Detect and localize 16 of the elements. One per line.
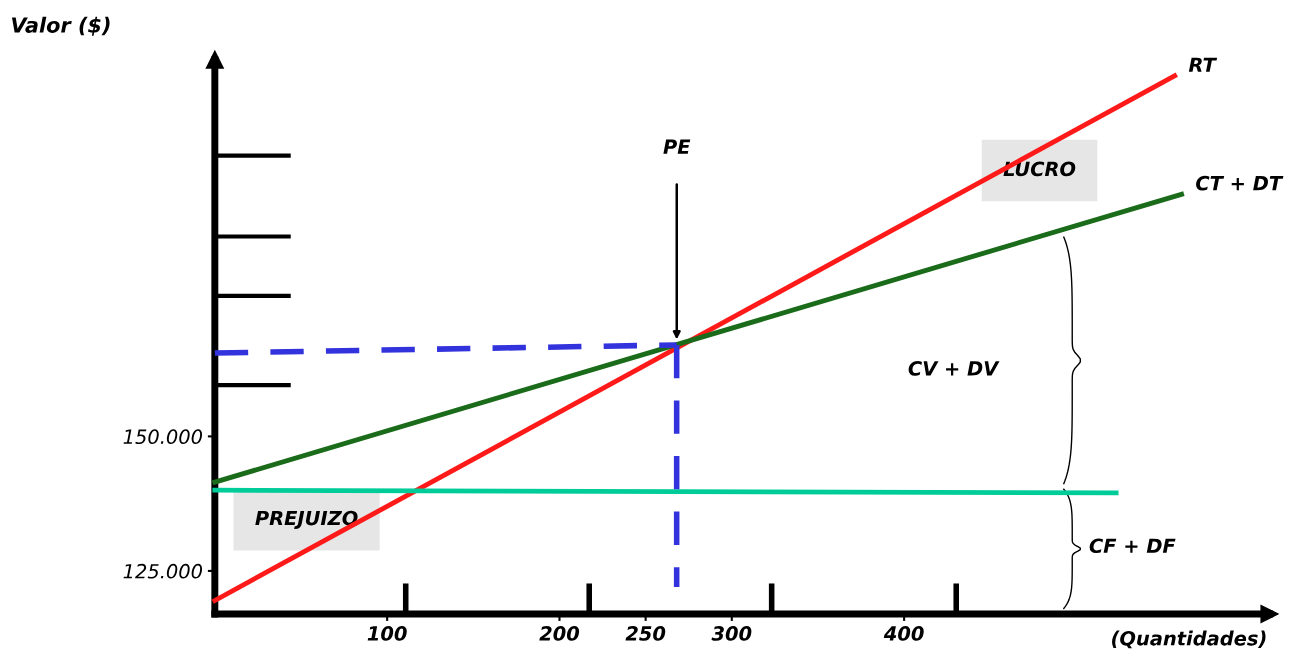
x-tick-label: 200 [539,626,580,641]
series-label: CT + DT [1196,175,1284,191]
x-axis-title: (Quantidades) [1112,630,1266,649]
y-tick-label: 125.000 [123,563,203,579]
annotation: CV + DV [908,361,1000,376]
series-label: RT [1188,57,1218,72]
y-tick-label: 150.000 [123,429,203,445]
x-tick-label: 100 [367,626,407,641]
y-axis-title: Valor ($) [12,16,110,36]
x-tick-label: 250 [625,626,666,641]
annotation: PE [663,139,691,154]
annotation: PREJUIZO [255,510,358,529]
annotation: CF + DF [1089,538,1176,554]
x-tick-label: 300 [711,626,752,641]
x-tick-label: 400 [883,626,924,641]
annotation: LUCRO [1003,161,1076,177]
